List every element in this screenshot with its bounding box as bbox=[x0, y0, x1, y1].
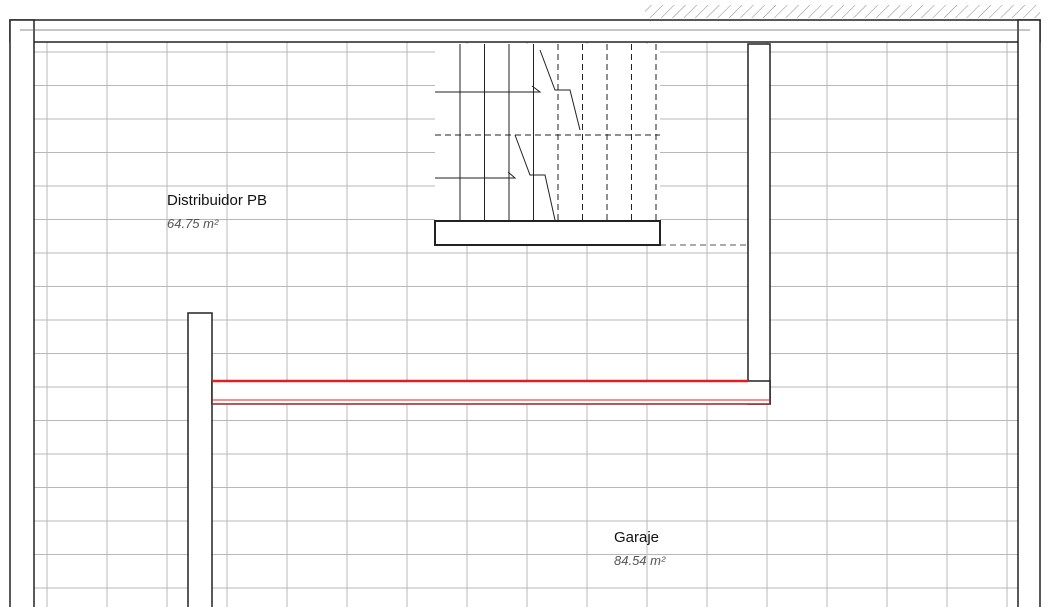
stair-area bbox=[435, 44, 660, 246]
landing bbox=[435, 221, 660, 245]
interior-wall bbox=[748, 44, 770, 404]
room-area[interactable]: 84.54 m² bbox=[614, 553, 666, 568]
right-wall bbox=[1018, 20, 1040, 607]
hatch bbox=[645, 5, 1040, 18]
top-wall bbox=[10, 20, 1040, 42]
interior-wall bbox=[212, 381, 770, 404]
left-wall bbox=[10, 20, 34, 607]
room-name[interactable]: Garaje bbox=[614, 529, 659, 546]
room-name[interactable]: Distribuidor PB bbox=[167, 192, 267, 209]
interior-wall bbox=[188, 313, 212, 607]
room-area[interactable]: 64.75 m² bbox=[167, 216, 219, 231]
floor-plan: Distribuidor PB 64.75 m² Garaje 84.54 m² bbox=[0, 0, 1046, 607]
